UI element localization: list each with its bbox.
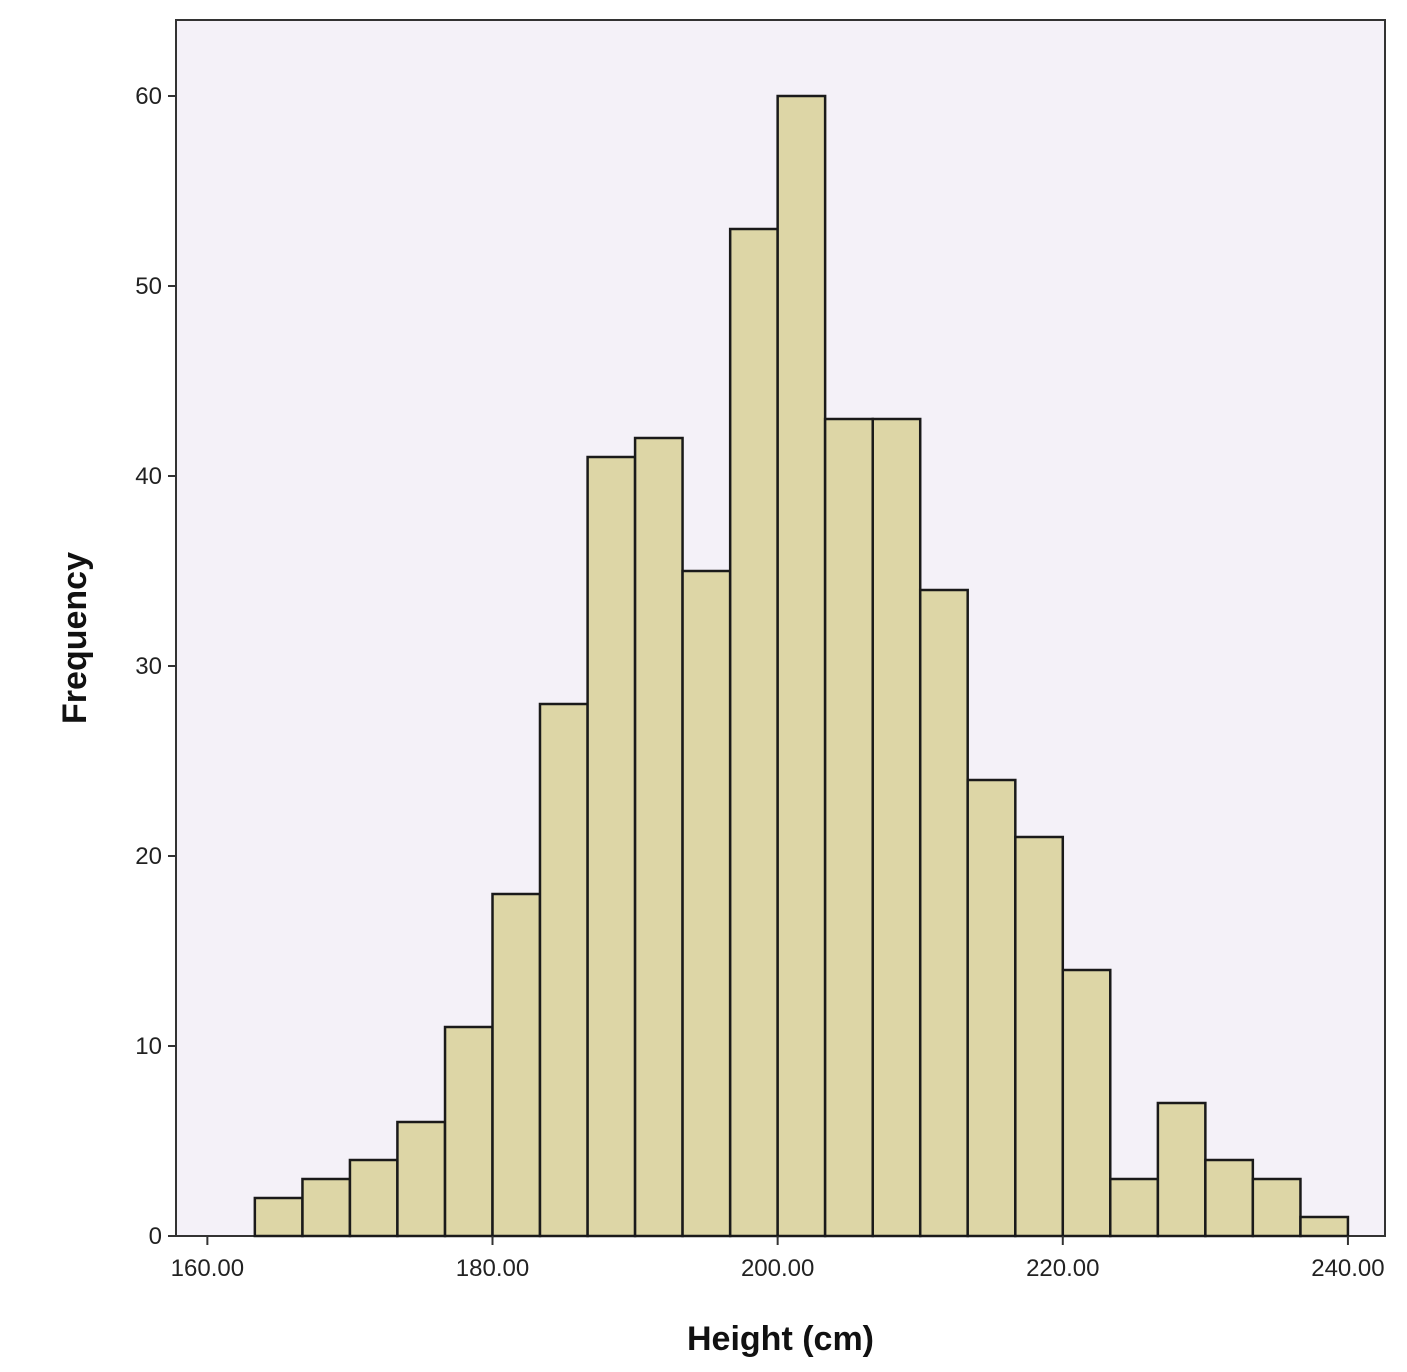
y-tick-label-3: 30 — [135, 653, 162, 680]
x-tick-label-3: 220.00 — [1026, 1255, 1099, 1282]
x-tick-label-1: 180.00 — [456, 1255, 529, 1282]
y-axis-title: Frequency — [56, 552, 94, 724]
histogram-bar-10 — [728, 227, 779, 1238]
histogram-bar-15 — [966, 778, 1017, 1238]
histogram-bar-20 — [1204, 1158, 1255, 1238]
histogram-bar-4 — [443, 1025, 494, 1238]
histogram-bar-7 — [586, 455, 637, 1238]
x-axis-title: Height (cm) — [687, 1320, 874, 1358]
histogram-bar-0 — [253, 1196, 304, 1238]
histogram-bar-8 — [633, 436, 684, 1238]
axes-group: 0 10 20 30 40 50 60 160.00 180.00 200.00 220.00 240… — [135, 83, 1384, 1282]
x-tick-label-0: 160.00 — [171, 1255, 244, 1282]
y-tick-label-6: 60 — [135, 83, 162, 110]
histogram-bar-12 — [823, 417, 874, 1238]
y-tick-label-2: 20 — [135, 843, 162, 870]
bars-group — [253, 94, 1350, 1238]
histogram-bar-1 — [301, 1177, 352, 1238]
histogram-bar-13 — [871, 417, 922, 1238]
y-tick-label-5: 50 — [135, 273, 162, 300]
histogram-bar-14 — [918, 588, 969, 1238]
y-tick-label-1: 10 — [135, 1033, 162, 1060]
histogram-bar-16 — [1014, 835, 1065, 1238]
histogram-bar-21 — [1251, 1177, 1302, 1238]
histogram-bar-6 — [538, 702, 589, 1238]
histogram-bar-2 — [348, 1158, 399, 1238]
x-tick-label-2: 200.00 — [741, 1255, 814, 1282]
histogram-bar-19 — [1156, 1101, 1207, 1238]
y-tick-label-4: 40 — [135, 463, 162, 490]
histogram-bar-22 — [1299, 1215, 1350, 1238]
x-tick-label-4: 240.00 — [1311, 1255, 1384, 1282]
histogram-bar-5 — [491, 892, 542, 1238]
histogram-bar-17 — [1061, 968, 1112, 1238]
histogram-bar-11 — [776, 94, 827, 1238]
y-tick-label-0: 0 — [149, 1223, 162, 1250]
histogram-bar-18 — [1109, 1177, 1160, 1238]
histogram-bar-9 — [681, 569, 732, 1238]
histogram-bar-3 — [396, 1120, 447, 1238]
